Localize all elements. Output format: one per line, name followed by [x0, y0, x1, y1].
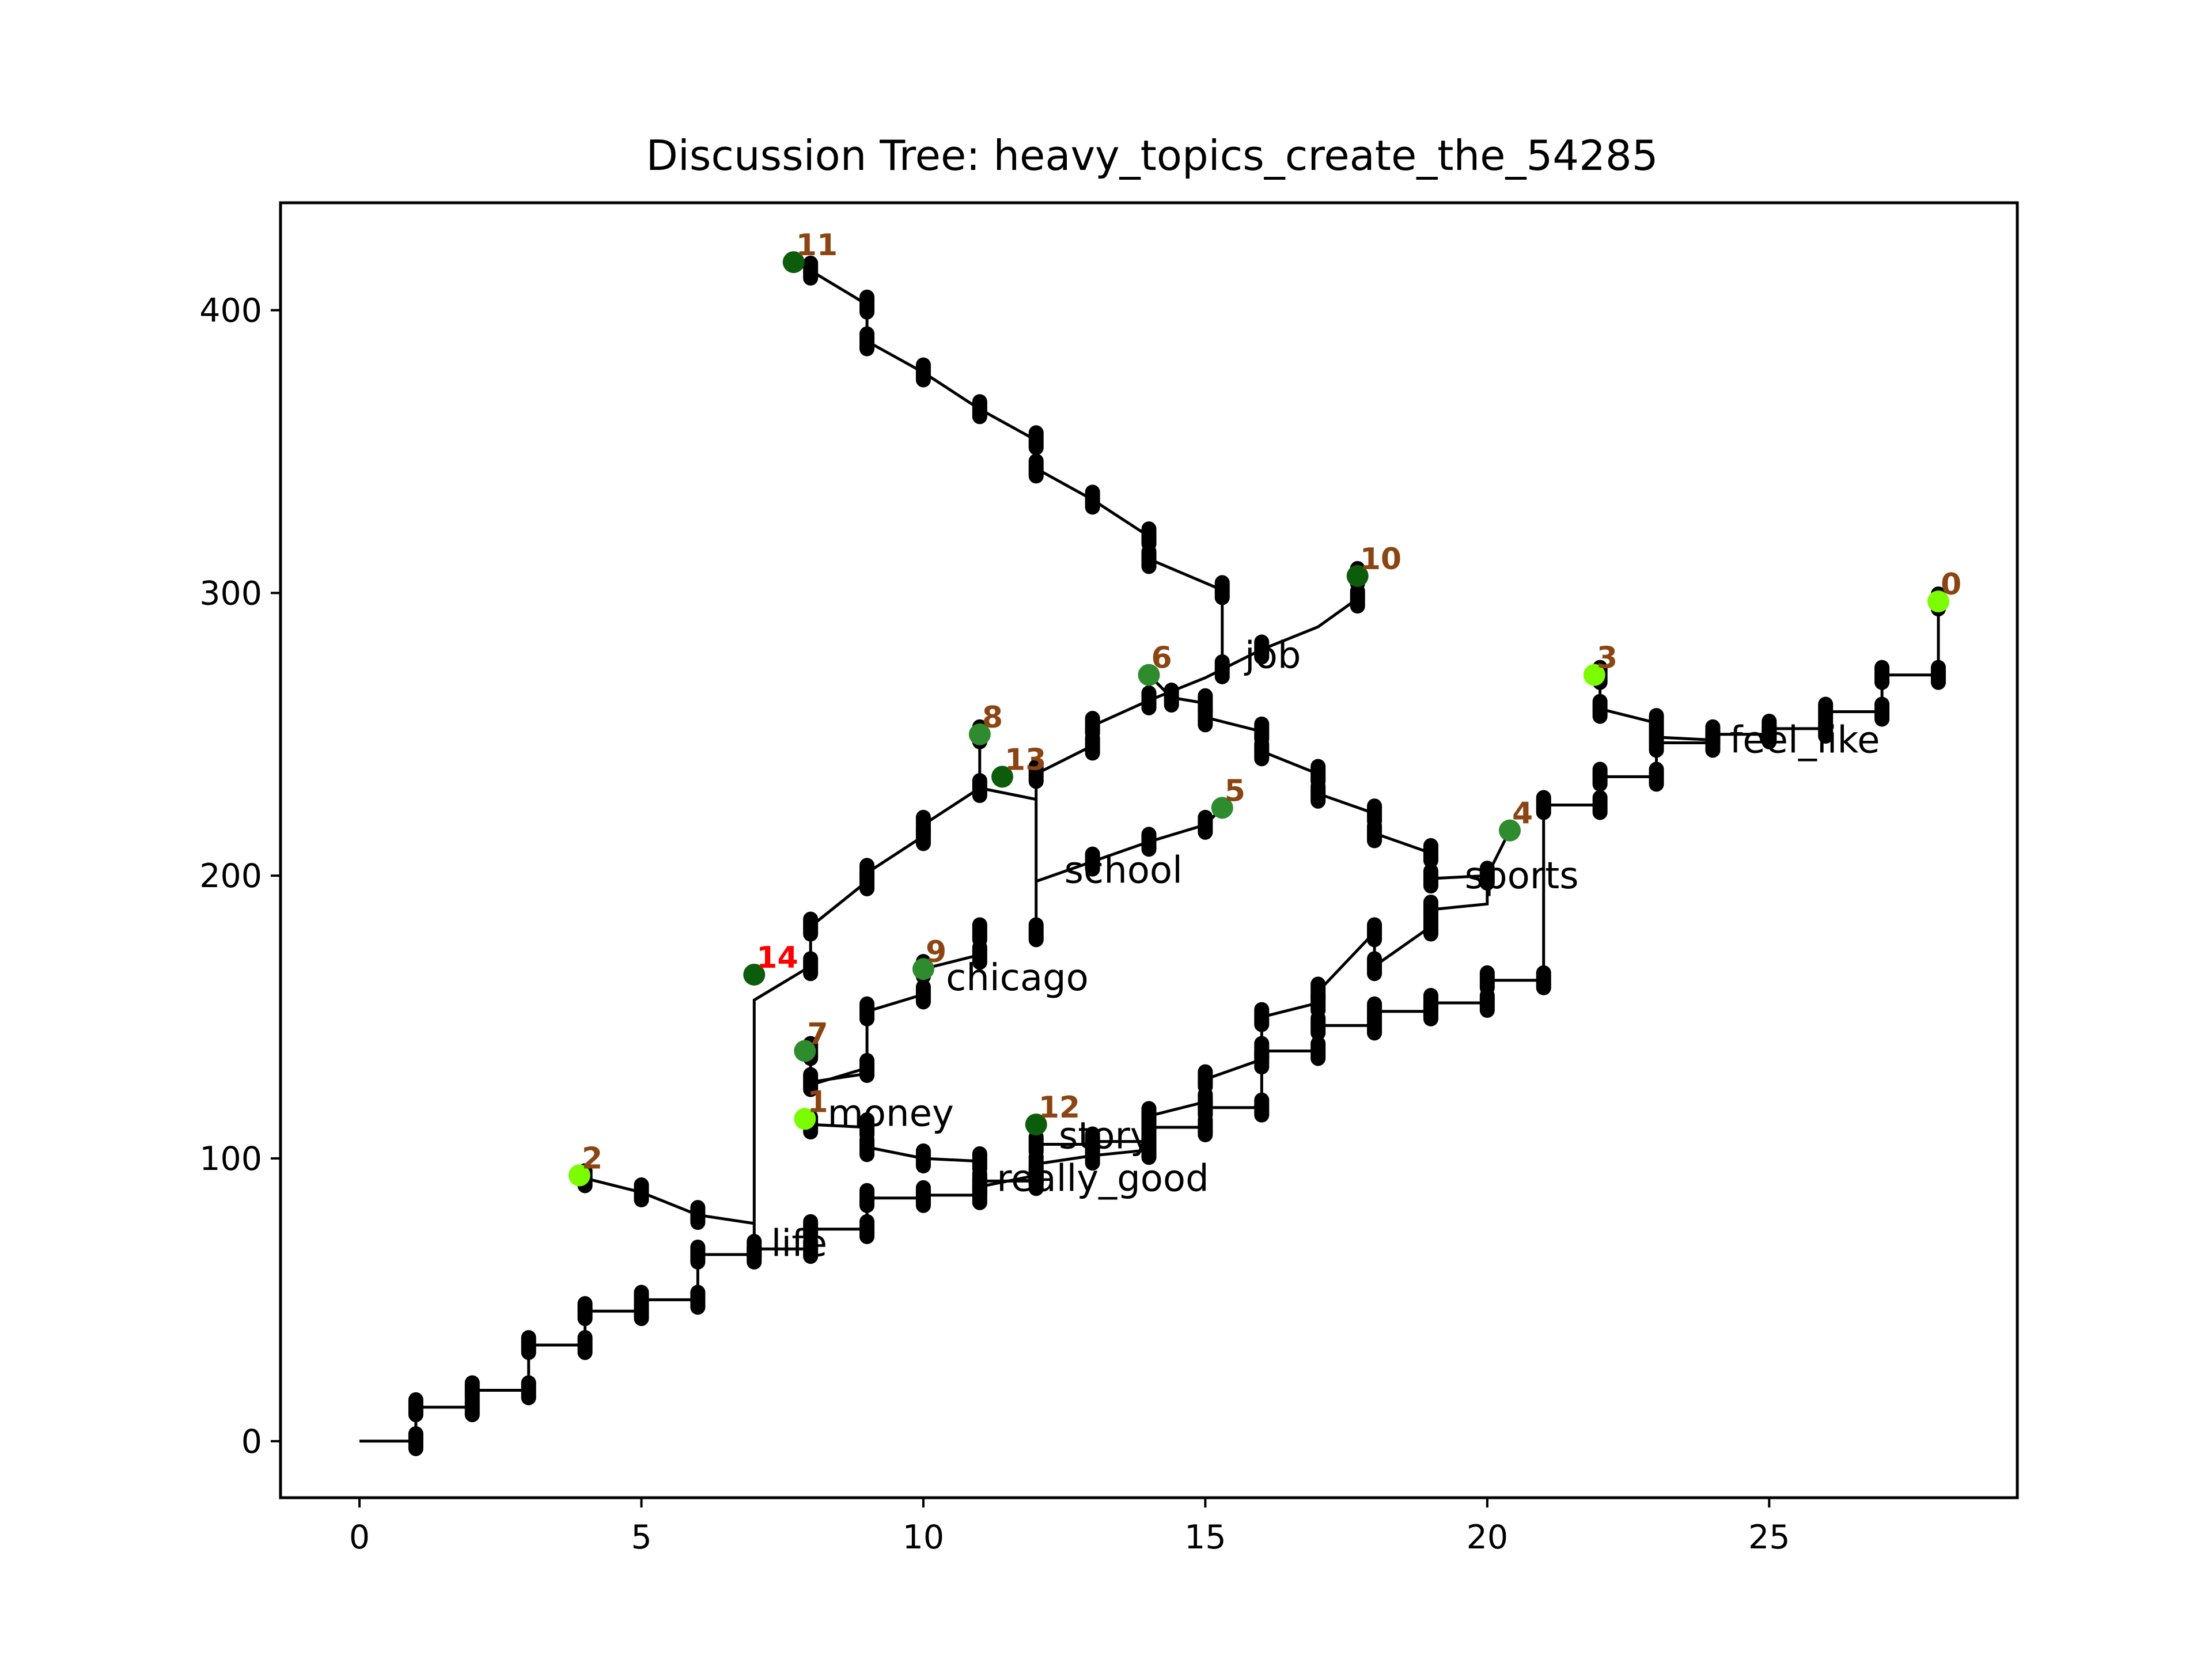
node-13: [991, 766, 1013, 788]
node-14: [743, 963, 766, 986]
x-tick-label-25: 25: [1748, 1518, 1790, 1556]
node-12: [1025, 1113, 1047, 1136]
topic-label-job: job: [1244, 634, 1301, 677]
node-label-5: 5: [1225, 774, 1245, 808]
y-tick-label-400: 400: [199, 292, 262, 330]
topic-label-story: story: [1059, 1115, 1152, 1158]
x-tick-label-10: 10: [903, 1518, 945, 1556]
node-7: [794, 1040, 816, 1062]
node-3: [1583, 664, 1605, 686]
node-6: [1138, 664, 1160, 686]
node-9: [912, 958, 934, 980]
node-0: [1927, 590, 1949, 613]
node-label-6: 6: [1152, 641, 1172, 676]
y-tick-label-200: 200: [199, 857, 262, 895]
node-1: [794, 1108, 816, 1130]
node-label-8: 8: [982, 700, 1003, 735]
node-label-11: 11: [796, 228, 838, 263]
x-tick-label-15: 15: [1184, 1518, 1226, 1556]
topic-label-feel_like: feel_like: [1730, 719, 1880, 762]
topic-label-really_good: really_good: [997, 1157, 1209, 1200]
y-tick-label-300: 300: [199, 574, 262, 612]
node-label-3: 3: [1597, 641, 1618, 676]
node-label-9: 9: [926, 935, 946, 969]
node-label-13: 13: [1005, 743, 1046, 777]
topic-label-money: money: [828, 1092, 954, 1135]
node-label-1: 1: [807, 1085, 828, 1119]
x-tick-label-0: 0: [349, 1518, 370, 1556]
topic-label-school: school: [1065, 849, 1183, 892]
y-tick-label-0: 0: [241, 1423, 262, 1461]
y-tick-label-100: 100: [199, 1140, 262, 1178]
node-4: [1498, 819, 1521, 842]
node-5: [1211, 797, 1233, 819]
chart-title: Discussion Tree: heavy_topics_create_the…: [646, 131, 1658, 180]
topic-label-life: life: [771, 1222, 827, 1265]
edge-branch-13: [979, 774, 1038, 933]
node-tick-marks: [408, 255, 1946, 1456]
edge-branch-chicago: [809, 932, 982, 1087]
node-label-14: 14: [756, 941, 798, 975]
node-label-4: 4: [1512, 797, 1533, 831]
x-tick-label-5: 5: [631, 1518, 652, 1556]
node-label-10: 10: [1360, 542, 1402, 577]
node-11: [782, 251, 805, 274]
node-8: [968, 723, 991, 745]
x-tick-label-20: 20: [1467, 1518, 1509, 1556]
topic-label-chicago: chicago: [946, 957, 1089, 999]
node-label-7: 7: [807, 1017, 828, 1051]
plot-frame: [279, 201, 2019, 1499]
node-2: [568, 1164, 590, 1187]
node-label-12: 12: [1039, 1090, 1080, 1125]
node-10: [1346, 565, 1369, 587]
edge-branch-2: [584, 1176, 755, 1225]
topic-label-sports: sports: [1465, 855, 1579, 897]
node-label-2: 2: [582, 1141, 603, 1176]
node-label-0: 0: [1941, 567, 1961, 602]
